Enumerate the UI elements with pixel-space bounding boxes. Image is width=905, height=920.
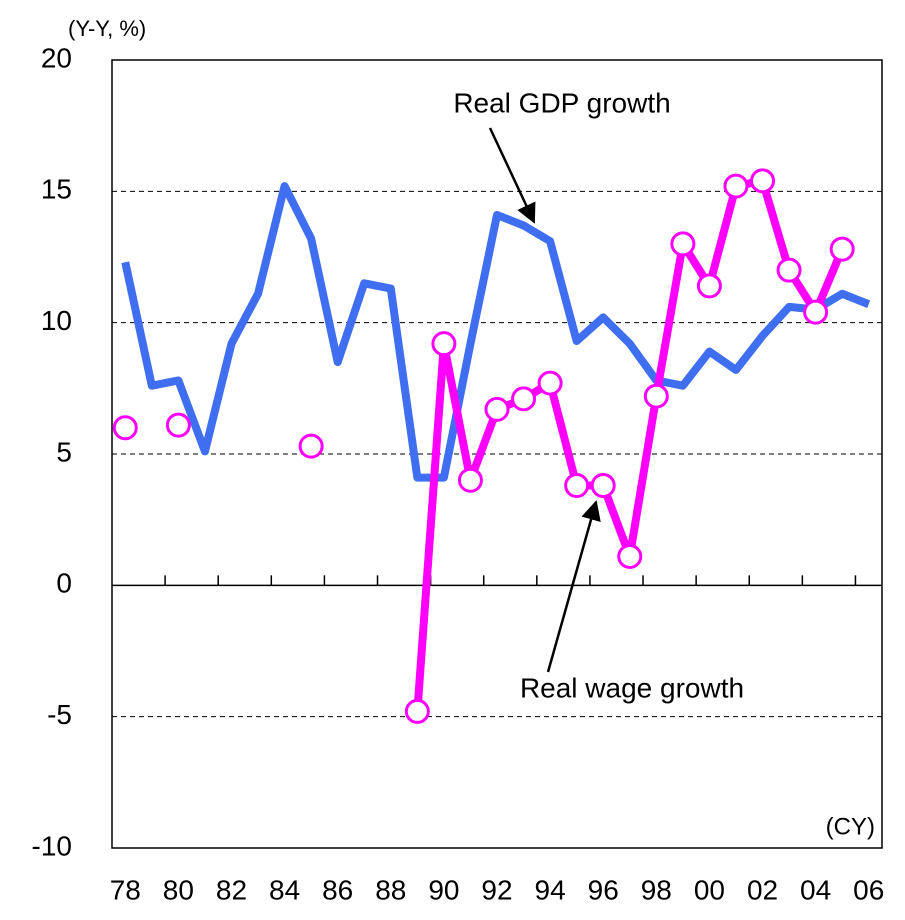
x-tick-label: 98 — [641, 874, 672, 905]
x-tick-label: 82 — [216, 874, 247, 905]
x-tick-label: 02 — [747, 874, 778, 905]
data-point — [298, 433, 324, 459]
x-tick-label: 96 — [588, 874, 619, 905]
data-point — [431, 331, 457, 357]
data-point — [511, 386, 537, 412]
x-axis-label: (CY) — [826, 813, 875, 840]
data-point — [537, 370, 563, 396]
series-line — [413, 176, 846, 712]
data-point — [484, 396, 510, 422]
data-point — [617, 543, 643, 569]
x-tick-label: 84 — [269, 874, 300, 905]
y-axis-label: (Y-Y, %) — [68, 16, 146, 41]
x-tick-label: 78 — [110, 874, 141, 905]
y-tick-label: 10 — [41, 305, 72, 336]
data-point — [776, 257, 802, 283]
series-label: Real wage growth — [520, 672, 744, 703]
data-point — [643, 383, 669, 409]
data-point — [723, 173, 749, 199]
x-tick-label: 90 — [428, 874, 459, 905]
data-point — [404, 698, 430, 724]
data-point — [457, 467, 483, 493]
data-point — [696, 273, 722, 299]
series-label: Real GDP growth — [453, 87, 670, 118]
y-tick-label: 5 — [56, 436, 72, 467]
y-tick-label: -10 — [32, 830, 72, 861]
y-tick-label: 0 — [56, 568, 72, 599]
data-point — [670, 231, 696, 257]
y-tick-label: 20 — [41, 42, 72, 73]
x-tick-label: 00 — [694, 874, 725, 905]
annotation-arrow — [546, 500, 601, 673]
x-tick-label: 92 — [481, 874, 512, 905]
series-line — [121, 182, 871, 482]
data-point — [590, 473, 616, 499]
data-point — [829, 236, 855, 262]
x-tick-label: 04 — [800, 874, 831, 905]
annotation-arrow — [488, 127, 536, 224]
x-tick-label: 88 — [375, 874, 406, 905]
x-tick-label: 86 — [322, 874, 353, 905]
data-point — [564, 473, 590, 499]
data-point — [112, 415, 138, 441]
data-point — [750, 168, 776, 194]
y-tick-label: -5 — [47, 699, 72, 730]
x-tick-label: 80 — [163, 874, 194, 905]
x-tick-label: 06 — [853, 874, 884, 905]
y-tick-label: 15 — [41, 174, 72, 205]
data-point — [803, 299, 829, 325]
data-point — [165, 412, 191, 438]
x-tick-label: 94 — [535, 874, 566, 905]
